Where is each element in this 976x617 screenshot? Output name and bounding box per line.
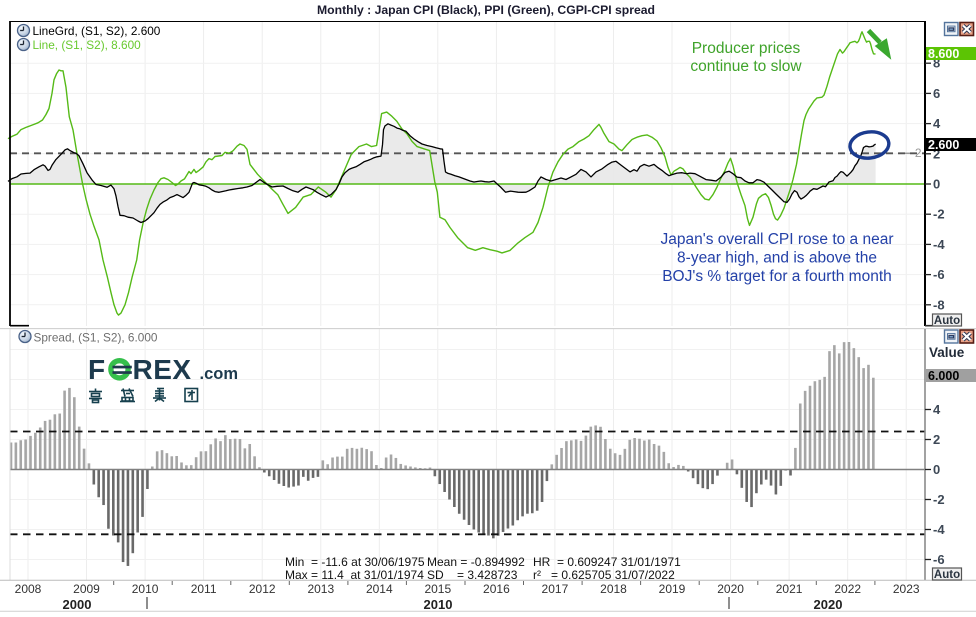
svg-text:2017: 2017	[542, 582, 569, 596]
svg-text:LineGrd, (S1, S2), 2.600: LineGrd, (S1, S2), 2.600	[33, 24, 161, 38]
svg-text:Auto: Auto	[934, 315, 960, 327]
svg-text:2019: 2019	[659, 582, 686, 596]
svg-text:2: 2	[915, 146, 922, 160]
svg-text:2013: 2013	[307, 582, 334, 596]
svg-text:6.000: 6.000	[928, 369, 959, 383]
svg-text:2011: 2011	[191, 582, 217, 596]
svg-text:2020: 2020	[814, 597, 843, 612]
svg-text:2000: 2000	[63, 597, 92, 612]
svg-text:Line, (S1, S2), 8.600: Line, (S1, S2), 8.600	[33, 38, 142, 52]
svg-text:2012: 2012	[249, 582, 276, 596]
svg-text:-2: -2	[933, 492, 945, 507]
svg-text:6: 6	[933, 86, 940, 101]
svg-text:REX: REX	[133, 354, 192, 385]
svg-text:8: 8	[933, 56, 940, 71]
svg-text:2: 2	[933, 432, 940, 447]
svg-text:.com: .com	[200, 365, 239, 383]
svg-text:Value: Value	[929, 345, 965, 360]
svg-text:2020: 2020	[717, 582, 744, 596]
svg-text:Min = -11.6 at 30/06/1975: Min = -11.6 at 30/06/1975	[285, 555, 425, 569]
svg-text:0: 0	[933, 177, 940, 192]
svg-text:2: 2	[933, 146, 940, 161]
svg-text:Spread, (S1, S2), 6.000: Spread, (S1, S2), 6.000	[34, 331, 158, 345]
svg-text:Monthly : Japan CPI (Black), P: Monthly : Japan CPI (Black), PPI (Green)…	[317, 3, 655, 17]
svg-text:Producer prices: Producer prices	[692, 40, 801, 57]
svg-text:2009: 2009	[73, 582, 100, 596]
svg-text:2008: 2008	[15, 582, 42, 596]
svg-text:Max = 11.4 at 31/01/1974: Max = 11.4 at 31/01/1974	[285, 568, 424, 582]
svg-text:HR = 0.609247 31/01/1971: HR = 0.609247 31/01/1971	[533, 555, 681, 569]
svg-text:8.600: 8.600	[928, 47, 959, 61]
svg-text:2010: 2010	[132, 582, 159, 596]
svg-text:-8: -8	[933, 297, 945, 312]
svg-text:2010: 2010	[424, 597, 453, 612]
svg-text:8-year high, and is above the: 8-year high, and is above the	[677, 250, 877, 267]
svg-text:r² = 0.625705 31/07/2022: r² = 0.625705 31/07/2022	[533, 568, 675, 582]
svg-text:continue to slow: continue to slow	[690, 58, 802, 75]
svg-text:2018: 2018	[600, 582, 627, 596]
svg-text:2.600: 2.600	[928, 138, 959, 152]
svg-text:2015: 2015	[424, 582, 451, 596]
svg-text:2022: 2022	[834, 582, 861, 596]
svg-text:Auto: Auto	[934, 569, 960, 581]
svg-text:Japan's overall CPI rose to a: Japan's overall CPI rose to a near	[661, 231, 894, 248]
svg-text:BOJ's % target for a fourth mo: BOJ's % target for a fourth month	[662, 268, 892, 285]
svg-text:4: 4	[933, 402, 941, 417]
svg-text:SD = 3.428723: SD = 3.428723	[427, 568, 518, 582]
svg-text:-2: -2	[933, 207, 945, 222]
svg-text:4: 4	[933, 116, 941, 131]
svg-text:-4: -4	[933, 522, 945, 537]
svg-text:2021: 2021	[776, 582, 803, 596]
svg-text:0: 0	[933, 462, 940, 477]
svg-text:2014: 2014	[366, 582, 393, 596]
svg-text:-6: -6	[933, 267, 945, 282]
svg-text:2016: 2016	[483, 582, 510, 596]
svg-text:Mean = -0.894992: Mean = -0.894992	[427, 555, 525, 569]
svg-text:2023: 2023	[893, 582, 920, 596]
svg-text:-4: -4	[933, 237, 945, 252]
svg-text:F: F	[88, 354, 105, 385]
svg-text:-6: -6	[933, 552, 945, 567]
